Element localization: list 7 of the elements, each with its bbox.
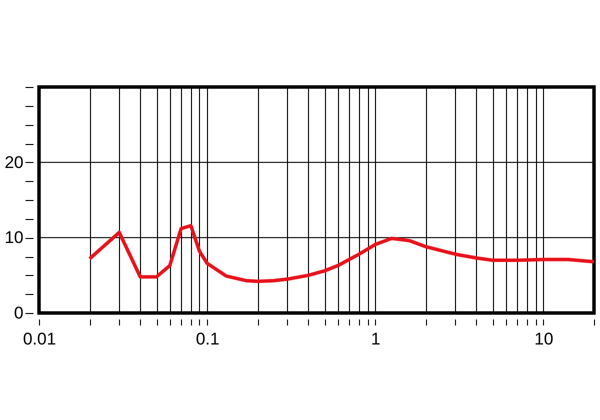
x-tick-label: 0.01	[22, 330, 56, 348]
x-tick-label: 10	[534, 330, 554, 348]
x-tick-label: 0.1	[196, 330, 220, 348]
x-tick-label: 1	[371, 330, 380, 348]
y-tick-label: 10	[4, 228, 24, 248]
y-tick-label: 0	[14, 304, 24, 322]
y-tick-label: 20	[4, 152, 24, 172]
